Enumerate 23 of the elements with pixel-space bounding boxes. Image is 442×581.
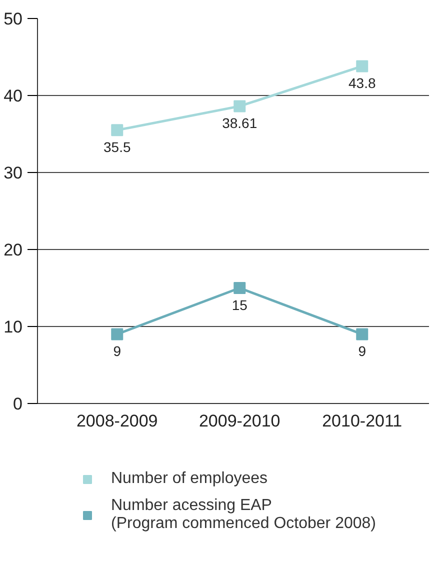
point — [234, 100, 246, 112]
data-label: 9 — [113, 343, 122, 360]
x-tick-label: 2009-2010 — [198, 412, 280, 430]
legend-label: Number acessing EAP (Program commenced October 2008) — [111, 497, 376, 533]
y-tick-label: 0 — [13, 394, 23, 414]
data-label: 15 — [232, 297, 248, 313]
point — [111, 328, 124, 340]
data-label: 43.8 — [348, 75, 376, 92]
x-tick-label: 2010-2011 — [322, 412, 402, 430]
y-tick-label: 20 — [4, 240, 23, 260]
point — [356, 328, 368, 340]
y-tick-label: 10 — [4, 318, 23, 336]
point — [234, 282, 246, 294]
data-label: 38.61 — [222, 115, 258, 132]
point — [111, 124, 124, 136]
data-label: 35.5 — [104, 139, 131, 156]
point — [356, 60, 368, 72]
data-label: 9 — [358, 343, 366, 360]
legend-label: Number of employees — [111, 470, 268, 488]
y-tick-label: 40 — [4, 86, 23, 106]
y-tick-label: 30 — [4, 164, 23, 182]
y-tick-label: 50 — [4, 10, 23, 28]
x-tick-label: 2008-2009 — [76, 412, 158, 430]
